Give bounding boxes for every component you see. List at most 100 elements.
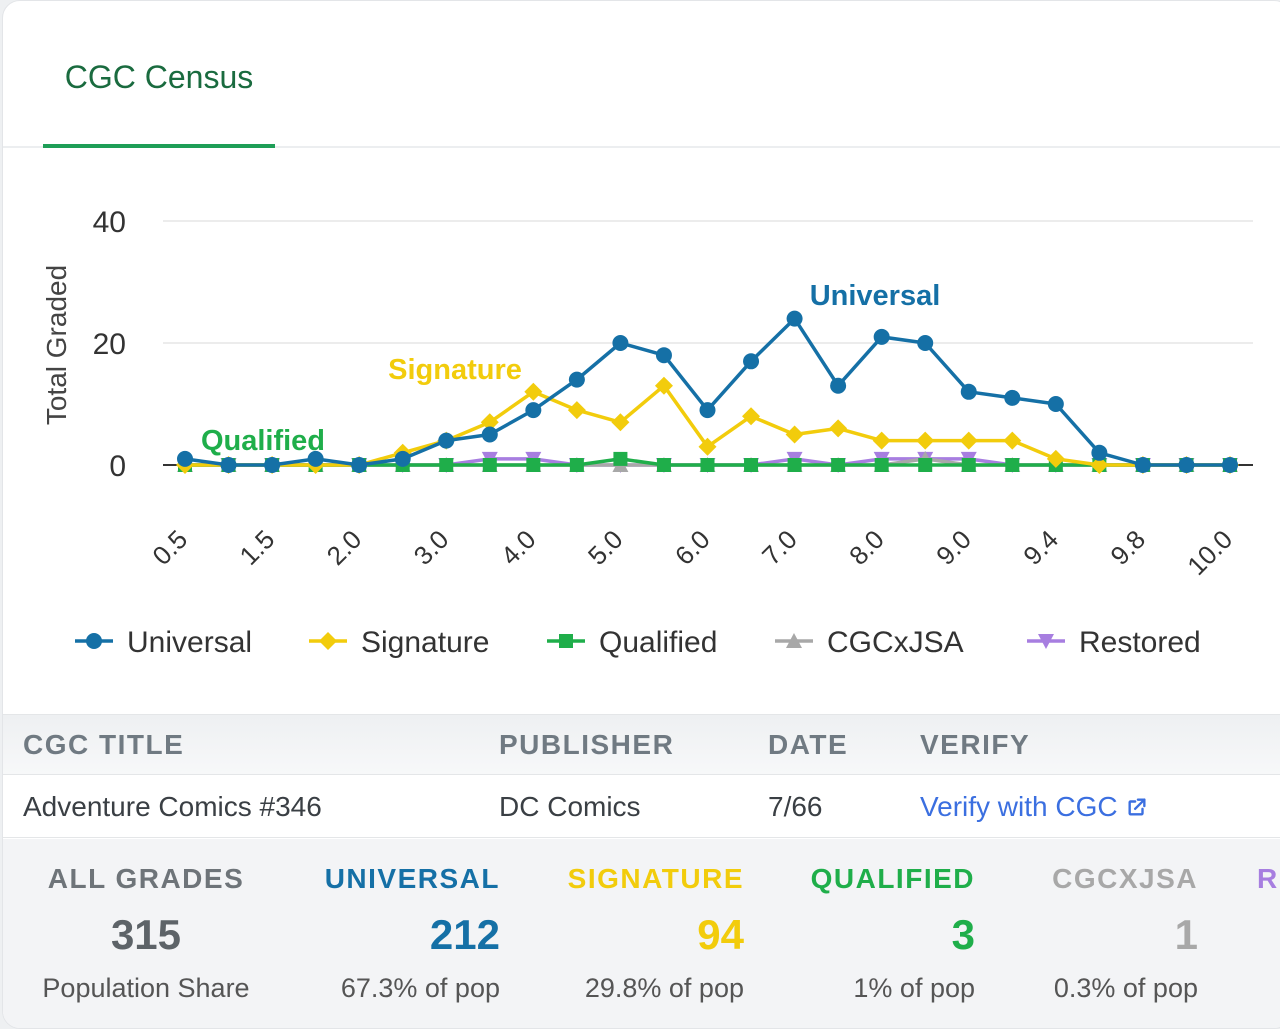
stat-sub: 1% of pop <box>853 973 975 1003</box>
tab-bar: CGC Census <box>3 1 1280 148</box>
data-point <box>961 458 976 472</box>
cell-title: Adventure Comics #346 <box>23 791 322 822</box>
x-tick-label: 1.5 <box>234 524 281 571</box>
data-point <box>480 413 499 432</box>
stat-label: CGCXJSA <box>1052 863 1198 894</box>
legend-marker <box>786 633 802 648</box>
legend-marker <box>319 632 337 650</box>
stat-all-grades: ALL GRADES 315 Population Share <box>25 839 267 1028</box>
census-chart: 0 20 40 Total Graded 0.5 1.5 2.0 3.0 4.0 5.0 6.0 7.… <box>41 206 1253 659</box>
stat-label: UNIVERSAL <box>324 863 500 894</box>
verify-with-cgc-link[interactable]: Verify with CGC <box>920 791 1148 823</box>
stat-value: 315 <box>110 911 182 958</box>
stat-label: R <box>1257 863 1279 894</box>
x-tick-label: 5.0 <box>582 524 629 571</box>
series-annotation: Universal <box>810 280 941 312</box>
data-point <box>1047 396 1064 412</box>
x-tick-label: 0.5 <box>146 524 193 571</box>
data-point <box>829 419 848 438</box>
x-tick-label: 4.0 <box>495 524 542 571</box>
tab-cgc-census[interactable]: CGC Census <box>43 1 275 148</box>
legend-item-cgcxjsa: CGCxJSA <box>775 626 964 659</box>
population-stats: ALL GRADES 315 Population Share UNIVERSA… <box>3 839 1280 1028</box>
data-point <box>918 458 933 472</box>
stat-sub: 0.3% of pop <box>1053 973 1198 1003</box>
col-header-verify: VERIFY <box>920 729 1031 760</box>
legend-marker <box>1038 634 1054 649</box>
data-point <box>786 310 803 327</box>
data-point <box>220 457 237 473</box>
data-point <box>831 458 846 472</box>
stat-cgcxjsa: CGCXJSA 1 0.3% of pop <box>1023 839 1198 1028</box>
stat-label: QUALIFIED <box>810 863 975 894</box>
data-point <box>699 402 716 419</box>
data-point <box>1090 456 1109 474</box>
data-point <box>698 437 717 456</box>
table-row: Adventure Comics #346 DC Comics 7/66 Ver… <box>3 776 1280 838</box>
data-point <box>307 450 324 467</box>
data-point <box>916 431 935 450</box>
x-tick-label: 7.0 <box>756 524 803 571</box>
legend-item-signature: Signature <box>309 626 489 659</box>
data-point <box>873 328 890 345</box>
cell-publisher: DC Comics <box>499 791 641 822</box>
x-tick-label: 8.0 <box>843 524 890 571</box>
col-header-publisher: PUBLISHER <box>499 729 675 760</box>
tab-label: CGC Census <box>64 59 254 95</box>
stat-universal: UNIVERSAL 212 67.3% of pop <box>303 839 500 1028</box>
data-point <box>742 407 761 426</box>
data-point <box>613 451 628 466</box>
legend-marker <box>559 634 573 648</box>
stat-value: 94 <box>697 911 744 958</box>
y-tick-label: 40 <box>93 206 126 239</box>
data-point <box>1046 449 1065 468</box>
stat-sub: 29.8% of pop <box>584 973 744 1003</box>
legend-label: Qualified <box>599 626 717 659</box>
data-point <box>656 458 671 472</box>
data-point <box>264 457 281 473</box>
data-point <box>1178 457 1195 473</box>
data-point <box>959 431 978 450</box>
data-point <box>1005 458 1020 472</box>
data-point <box>830 377 847 394</box>
data-point <box>872 431 891 450</box>
legend-item-restored: Restored <box>1027 626 1201 659</box>
data-point <box>525 402 542 419</box>
data-point <box>744 458 759 472</box>
data-point <box>482 458 497 472</box>
table-header: CGC TITLE PUBLISHER DATE VERIFY <box>3 714 1280 775</box>
stat-sub: Population Share <box>42 973 250 1003</box>
y-axis-label: Total Graded <box>41 265 72 425</box>
stat-restored: R <box>1257 839 1280 1028</box>
y-tick-label: 0 <box>109 450 126 483</box>
data-point <box>526 458 541 472</box>
stat-signature: SIGNATURE 94 29.8% of pop <box>543 839 744 1028</box>
data-point <box>787 458 802 472</box>
data-point <box>785 425 804 444</box>
data-point <box>960 383 977 400</box>
data-point <box>611 413 630 432</box>
legend-label: Restored <box>1079 626 1201 659</box>
data-point <box>1004 389 1021 406</box>
data-point <box>700 458 715 472</box>
data-point <box>569 458 584 472</box>
data-point <box>567 401 586 420</box>
legend-item-universal: Universal <box>75 626 252 659</box>
series-annotation: Signature <box>388 354 522 386</box>
data-point <box>1222 457 1238 473</box>
x-tick-label: 9.0 <box>930 524 977 571</box>
data-point <box>654 376 673 395</box>
stat-sub: 67.3% of pop <box>340 973 500 1003</box>
legend-marker <box>86 633 102 649</box>
x-tick-label: 10.0 <box>1181 524 1238 581</box>
y-tick-label: 20 <box>93 328 126 361</box>
legend-label: CGCxJSA <box>827 626 964 659</box>
legend-label: Signature <box>361 626 489 659</box>
verify-link-label: Verify with CGC <box>920 791 1118 822</box>
stat-label: ALL GRADES <box>47 863 245 894</box>
stat-value: 212 <box>429 911 500 958</box>
data-point <box>612 335 629 351</box>
data-point <box>874 458 889 472</box>
legend-label: Universal <box>127 626 252 659</box>
